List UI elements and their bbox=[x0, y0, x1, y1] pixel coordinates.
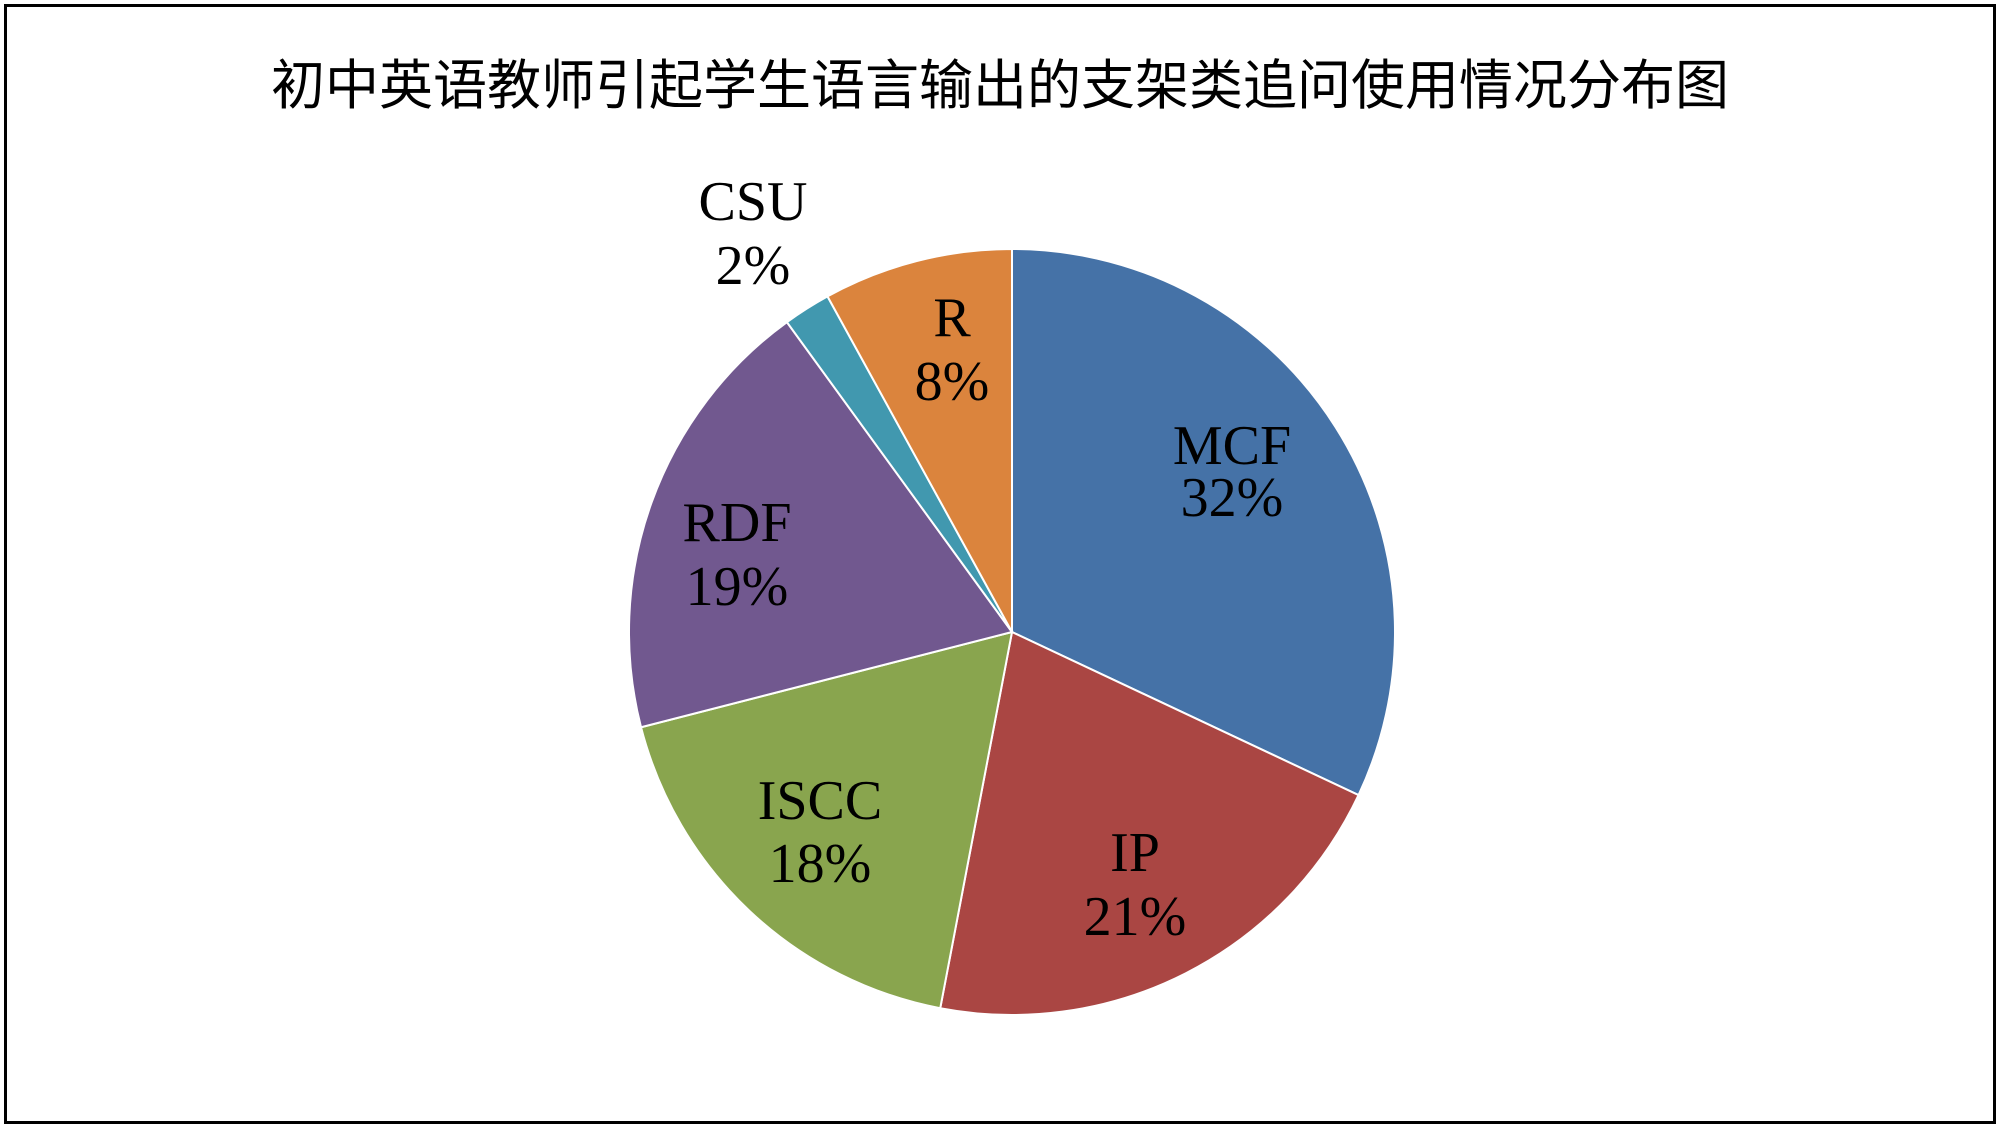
slice-percent-label-r: 8% bbox=[915, 351, 990, 413]
chart-title: 初中英语教师引起学生语言输出的支架类追问使用情况分布图 bbox=[271, 54, 1729, 117]
slice-percent-label-rdf: 19% bbox=[686, 556, 789, 618]
pie-slice-rdf bbox=[628, 320, 1014, 729]
slice-percent-label-mcf: 32% bbox=[1181, 467, 1284, 529]
pie-slices bbox=[628, 247, 1396, 1016]
pie-slice-ip bbox=[939, 630, 1360, 1016]
slice-name-label-r: R bbox=[933, 287, 971, 349]
slice-name-label-mcf: MCF bbox=[1173, 415, 1291, 477]
pie-slice-r bbox=[826, 247, 1013, 633]
slice-name-label-iscc: ISCC bbox=[758, 770, 883, 832]
slice-percent-label-iscc: 18% bbox=[769, 833, 872, 895]
slice-percent-label-ip: 21% bbox=[1084, 886, 1187, 948]
slice-percent-label-csu: 2% bbox=[716, 235, 791, 297]
pie-slice-iscc bbox=[639, 630, 1014, 1010]
pie-slice-mcf bbox=[1011, 247, 1396, 797]
slice-name-label-rdf: RDF bbox=[683, 492, 792, 554]
slice-name-label-csu: CSU bbox=[699, 171, 808, 233]
slice-name-label-ip: IP bbox=[1110, 822, 1160, 884]
